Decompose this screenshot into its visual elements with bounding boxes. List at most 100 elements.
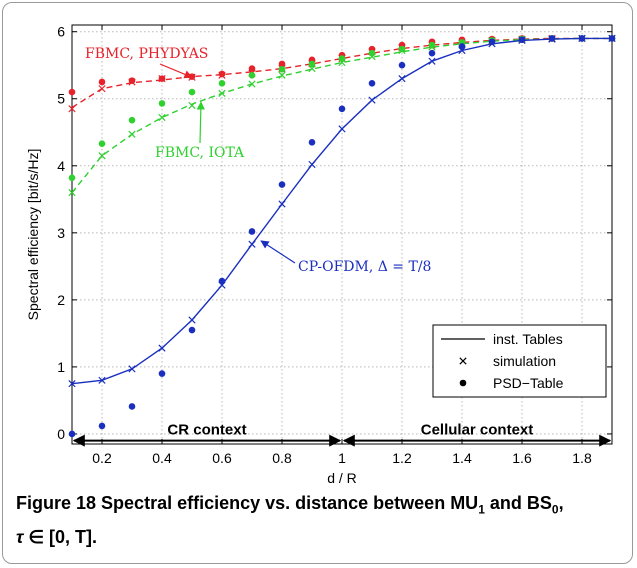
psd-table-marker [68, 174, 76, 182]
psd-table-marker [188, 326, 196, 334]
psd-table-marker [428, 49, 436, 57]
simulation-marker [98, 152, 106, 160]
legend-entry: inst. Tables [493, 331, 563, 347]
simulation-marker [398, 75, 406, 83]
x-tick-label: 0.6 [212, 450, 232, 466]
y-tick-label: 3 [57, 225, 65, 241]
x-axis-label: d / R [327, 470, 357, 486]
legend: inst. Tables simulation PSD−Table [432, 324, 607, 398]
psd-table-marker [218, 277, 226, 285]
annotation-label: FBMC, IOTA [155, 145, 245, 161]
legend-entry: simulation [493, 353, 556, 369]
psd-table-marker [338, 105, 346, 113]
caption-sub-0: 0 [551, 502, 559, 517]
x-tick-label: 1.4 [452, 450, 472, 466]
psd-table-marker [158, 370, 166, 377]
psd-table-marker [308, 139, 316, 146]
simulation-marker [278, 200, 286, 208]
simulation-marker [308, 64, 316, 73]
psd-table-marker [368, 49, 376, 57]
psd-table-marker [278, 181, 286, 188]
simulation-marker [98, 85, 106, 93]
caption-tau: τ [16, 526, 24, 547]
simulation-marker [368, 96, 376, 104]
figure-caption: Figure 18 Spectral efficiency vs. distan… [16, 490, 626, 551]
x-tick-label: 1.6 [512, 450, 532, 466]
simulation-marker [68, 188, 76, 197]
caption-and: and BS [484, 493, 552, 513]
context-regions: CR context Cellular context [72, 422, 612, 447]
legend-entry: PSD−Table [493, 375, 564, 391]
psd-table-marker [68, 88, 76, 96]
y-tick-label: 0 [57, 426, 65, 442]
annotation-layer: FBMC, PHYDYAS FBMC, IOTA CP-OFDM, Δ = T/8 [85, 46, 431, 275]
annotation-arrow [260, 240, 296, 264]
psd-table-marker [518, 36, 526, 44]
simulation-marker [68, 380, 76, 388]
simulation-marker [248, 80, 256, 88]
psd-table-marker [248, 228, 256, 235]
psd-table-marker [278, 60, 286, 68]
y-axis-label: Spectral efficiency [bit/s/Hz] [25, 149, 41, 321]
x-tick-label: 1.2 [392, 450, 412, 466]
y-tick-label: 5 [57, 91, 65, 107]
psd-table-marker [218, 70, 226, 78]
caption-interval: ∈ [0, T]. [23, 526, 98, 547]
annotation-label: FBMC, PHYDYAS [85, 46, 208, 62]
y-tick-label: 6 [57, 24, 65, 40]
annotation-arrow [159, 63, 193, 79]
spectral-efficiency-chart: 0.2 0.4 0.6 0.8 1 1.2 1.4 1.6 1.8 0 1 2 3 4 5 6 FBMC, P… [25, 24, 616, 486]
y-tick-label: 1 [57, 359, 65, 375]
psd-table-marker [158, 100, 166, 107]
simulation-marker [128, 365, 136, 373]
psd-table-marker [128, 77, 136, 84]
psd-table-marker [98, 140, 106, 147]
simulation-marker [218, 89, 226, 98]
psd-table-marker [128, 116, 136, 124]
psd-table-marker [128, 403, 136, 410]
x-tick-label: 1 [338, 450, 346, 466]
psd-table-marker [338, 55, 346, 62]
x-tick-label: 1.8 [572, 450, 592, 466]
x-tick-label: 0.2 [92, 450, 112, 466]
region-label: Cellular context [421, 422, 534, 439]
simulation-marker [98, 376, 106, 384]
psd-table-marker [248, 65, 256, 72]
simulation-marker [188, 101, 196, 110]
simulation-marker [158, 344, 166, 352]
legend-cross-swatch [459, 357, 467, 365]
psd-table-marker [218, 80, 226, 87]
caption-text: Spectral efficiency vs. distance between… [101, 493, 479, 513]
psd-table-marker [188, 88, 196, 96]
simulation-marker [158, 113, 166, 122]
psd-table-marker [578, 35, 586, 42]
caption-comma: , [558, 493, 564, 513]
psd-table-marker [308, 60, 316, 68]
simulation-marker [428, 57, 436, 65]
psd-table-marker [548, 35, 556, 42]
psd-table-marker [608, 35, 616, 42]
plot-border [71, 24, 613, 445]
simulation-marker [308, 160, 316, 169]
y-tick-label: 4 [57, 158, 65, 174]
simulation-marker [248, 240, 256, 248]
region-label: CR context [167, 422, 246, 439]
psd-table-marker [398, 61, 406, 69]
series-2 [68, 34, 616, 438]
simulation-marker [188, 316, 196, 324]
y-tick-label: 2 [57, 292, 65, 308]
figure-label: Figure 18 [16, 493, 97, 513]
psd-table-marker [278, 65, 286, 73]
psd-table-marker [458, 43, 466, 50]
psd-table-marker [68, 430, 76, 438]
x-tick-label: 0.4 [152, 450, 172, 466]
psd-table-marker [98, 422, 106, 430]
psd-table-marker [368, 80, 376, 87]
simulation-marker [338, 125, 346, 133]
annotation-label: CP-OFDM, Δ = T/8 [298, 259, 431, 275]
psd-table-marker [98, 78, 106, 86]
psd-table-marker [488, 38, 496, 46]
psd-table-marker [248, 71, 256, 79]
annotation-arrow [196, 101, 206, 144]
x-tick-label: 0.8 [272, 450, 292, 466]
